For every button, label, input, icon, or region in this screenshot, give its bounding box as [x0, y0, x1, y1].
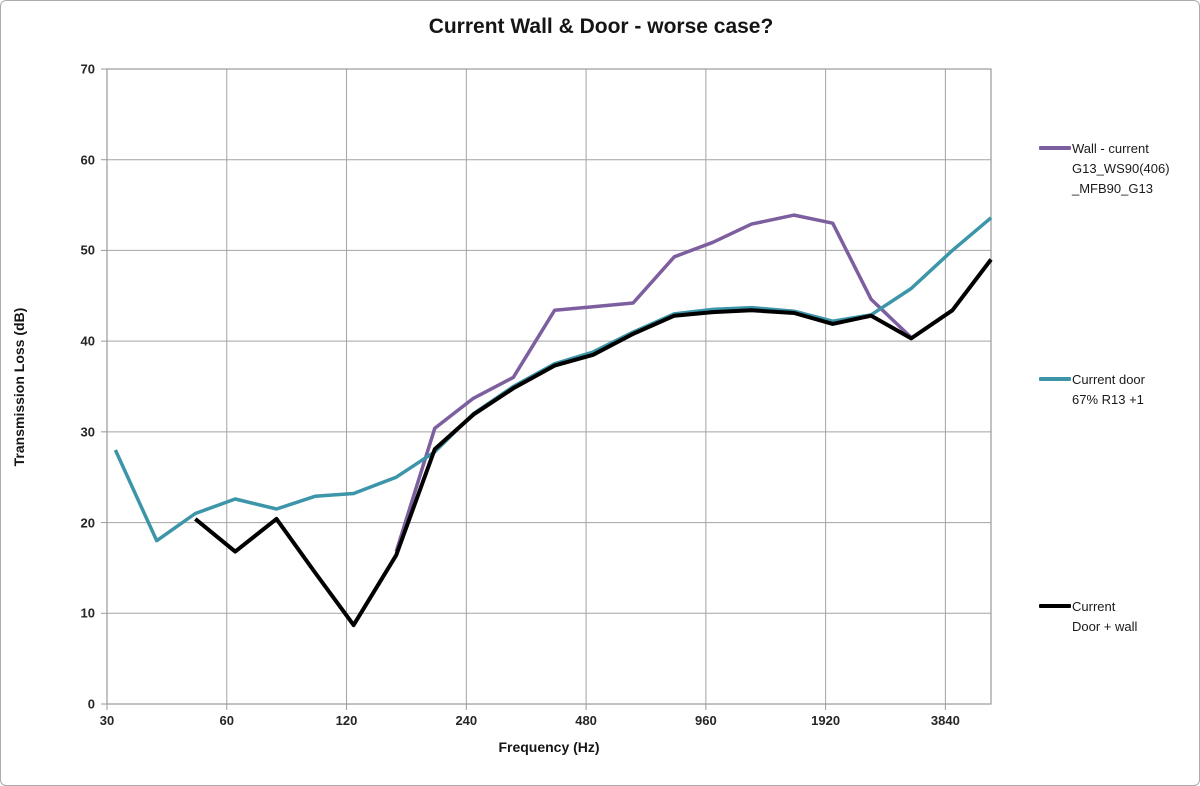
- y-tick-label: 0: [87, 696, 95, 712]
- x-tick-label: 30: [99, 713, 115, 728]
- y-tick-label: 10: [80, 605, 95, 621]
- x-tick-label: 60: [219, 713, 234, 728]
- plot-border: [106, 68, 992, 705]
- x-tick-label: 240: [455, 713, 478, 728]
- x-axis-title: Frequency (Hz): [498, 739, 600, 755]
- legend-item-combined: Current Door + wall: [1039, 597, 1137, 637]
- y-tick-label: 40: [80, 333, 95, 349]
- y-tick-label: 70: [80, 61, 95, 77]
- y-tick-label: 20: [80, 515, 95, 531]
- legend-label-combined: Current Door + wall: [1072, 599, 1138, 634]
- y-tick-label: 50: [80, 242, 95, 258]
- legend-item-door: Current door 67% R13 +1: [1039, 370, 1145, 410]
- series-line-1: [113, 216, 993, 543]
- x-tick-label: 1920: [811, 713, 841, 728]
- legend-line-swatch-wall: [1039, 146, 1071, 150]
- legend-line-swatch-door: [1039, 377, 1071, 381]
- chart-title: Current Wall & Door - worse case?: [428, 15, 774, 38]
- x-tick-label: 960: [694, 713, 717, 728]
- legend-line-swatch-combined: [1039, 604, 1071, 608]
- y-tick-label: 30: [80, 424, 95, 440]
- x-tick-label: 120: [335, 713, 358, 728]
- legend-item-wall: Wall - current G13_WS90(406) _MFB90_G13: [1039, 139, 1170, 199]
- x-tick-label: 480: [575, 713, 597, 728]
- y-tick-label: 60: [80, 152, 95, 168]
- series-line-0: [394, 213, 913, 553]
- x-tick-label: 3840: [930, 713, 960, 728]
- y-axis-title: Transmission Loss (dB): [11, 307, 27, 467]
- legend-label-wall: Wall - current G13_WS90(406) _MFB90_G13: [1072, 141, 1170, 196]
- legend-label-door: Current door 67% R13 +1: [1072, 372, 1145, 407]
- series-line-2: [194, 258, 993, 628]
